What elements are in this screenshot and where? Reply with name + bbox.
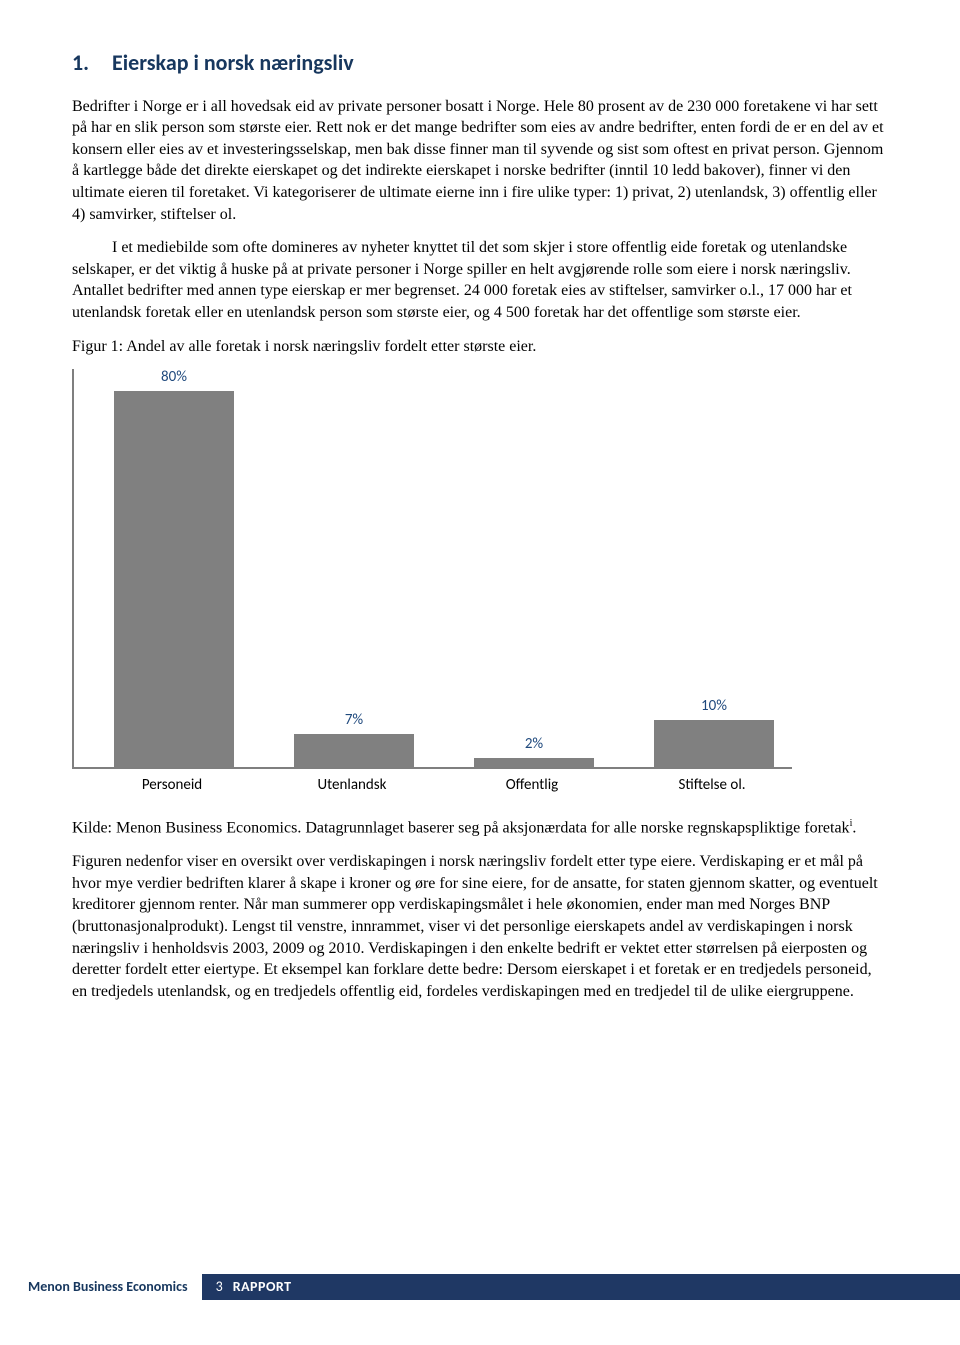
chart-x-category-label: Utenlandsk <box>272 775 432 795</box>
figure-caption: Figur 1: Andel av alle foretak i norsk n… <box>72 336 888 358</box>
footer-publisher: Menon Business Economics <box>0 1274 202 1301</box>
source-text-post: . <box>852 820 856 837</box>
footer-tag: RAPPORT <box>233 1278 292 1297</box>
section-number: 1. <box>72 48 112 78</box>
chart-x-axis-labels: Personeid Utenlandsk Offentlig Stiftelse ol… <box>72 769 792 797</box>
source-text-pre: Kilde: Menon Business Economics. Datagru… <box>72 820 850 837</box>
footer-page-number: 3 <box>216 1278 223 1297</box>
paragraph-3: Figuren nedenfor viser en oversikt over … <box>72 851 888 1002</box>
chart-bar <box>654 720 774 767</box>
chart-container: 80% 7% 2% 10% Personeid Utenlandsk Offentlig S… <box>72 369 792 797</box>
footer-bar: 3 RAPPORT <box>202 1274 960 1300</box>
chart-bar <box>294 734 414 767</box>
chart-plot-area: 80% 7% 2% 10% <box>72 369 792 769</box>
chart-x-category-label: Offentlig <box>452 775 612 795</box>
paragraph-1: Bedrifter i Norge er i all hovedsak eid … <box>72 96 888 226</box>
page-footer: Menon Business Economics 3 RAPPORT <box>0 1274 960 1300</box>
chart-x-category-label: Personeid <box>92 775 252 795</box>
chart-bar-value-label: 2% <box>474 734 594 754</box>
chart-x-category-label: Stiftelse ol. <box>632 775 792 795</box>
chart-bar-value-label: 80% <box>114 367 234 387</box>
chart-bar <box>114 391 234 767</box>
section-title-text: Eierskap i norsk næringsliv <box>112 49 354 76</box>
chart-source: Kilde: Menon Business Economics. Datagru… <box>72 817 888 839</box>
chart-bar-value-label: 10% <box>654 696 774 716</box>
page: 1.Eierskap i norsk næringsliv Bedrifter … <box>0 0 960 1300</box>
section-heading: 1.Eierskap i norsk næringsliv <box>72 48 888 78</box>
paragraph-2: I et mediebilde som ofte domineres av ny… <box>72 237 888 323</box>
chart-bar-value-label: 7% <box>294 710 414 730</box>
chart-bar <box>474 758 594 767</box>
